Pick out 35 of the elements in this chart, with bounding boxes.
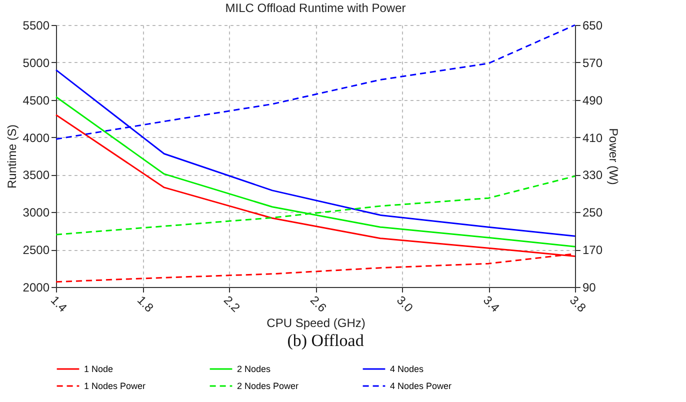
legend-label: 1 Nodes Power [84,381,146,391]
y2-tick-label: 170 [582,243,603,258]
y-tick-label: 3500 [22,168,50,182]
y2-tick-label: 330 [582,168,603,182]
legend-label: 4 Nodes Power [390,381,452,391]
x-axis-title: CPU Speed (GHz) [266,316,366,330]
y2-tick-label: 490 [582,93,603,108]
legend-label: 2 Nodes [237,364,272,374]
legend-label: 4 Nodes [390,364,424,374]
x-tick-label: 3.0 [394,293,416,316]
x-tick-label: 3.4 [480,293,502,316]
y-tick-label: 5000 [22,56,50,70]
y2-tick-label: 650 [582,18,603,32]
x-tick-label: 1.8 [134,293,156,316]
x-tick-label: 2.6 [308,293,330,316]
y2-axis-title: Power (W) [606,128,621,185]
y-axis-title: Runtime (S) [4,124,19,189]
x-tick-label: 3.8 [567,293,589,316]
x-tick-label: 2.2 [221,293,243,316]
y-tick-label: 5500 [22,18,50,32]
y-tick-label: 2500 [22,243,50,258]
legend-label: 1 Node [84,364,114,374]
line-series [55,96,576,248]
x-tick-label: 1.4 [48,293,70,316]
chart-title: MILC Offload Runtime with Power [225,1,406,15]
y2-tick-label: 570 [582,56,603,70]
y-tick-label: 3000 [22,206,50,220]
y-tick-label: 4000 [22,130,50,145]
y2-tick-label: 250 [582,206,603,220]
legend-label: 2 Nodes Power [237,381,299,391]
text: (b) Offload [287,331,364,350]
y2-tick-label: 410 [582,130,603,145]
y2-tick-label: 90 [582,280,596,294]
y-tick-label: 4500 [22,93,50,108]
y-tick-label: 2000 [22,280,50,294]
